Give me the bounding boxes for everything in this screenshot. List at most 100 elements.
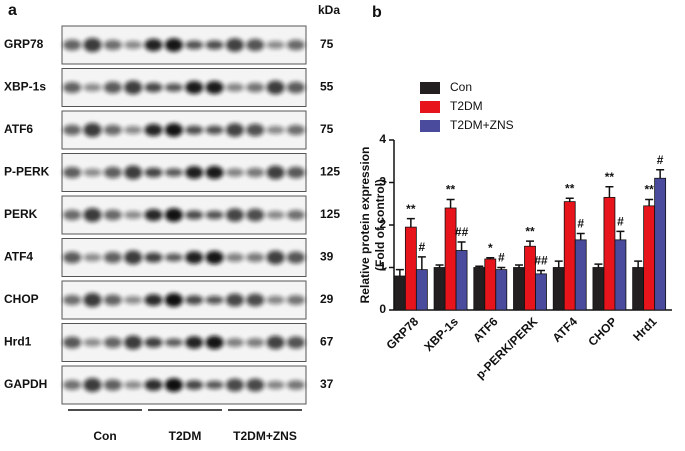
band: [144, 379, 163, 391]
band: [205, 40, 224, 50]
band: [124, 335, 143, 350]
band: [286, 251, 305, 264]
band: [205, 165, 224, 180]
kda-label: 125: [320, 165, 340, 179]
band: [103, 337, 122, 348]
band: [83, 168, 102, 177]
band: [83, 338, 102, 347]
band: [83, 38, 102, 52]
band: [286, 166, 305, 179]
blot-frame: [61, 153, 307, 192]
band: [124, 380, 143, 390]
error-bar: [554, 260, 563, 268]
row-label: P-PERK: [4, 165, 50, 179]
band: [246, 82, 265, 93]
band: [83, 378, 102, 392]
band: [63, 379, 82, 391]
blot-frame: [61, 25, 307, 65]
significance-label: #: [498, 251, 505, 265]
band: [225, 83, 244, 92]
row-label: XBP-1s: [4, 80, 46, 94]
band: [205, 250, 224, 265]
x-tick-label: Hrd1: [630, 314, 659, 343]
x-tick-label: ATF6: [470, 314, 501, 345]
bar: [404, 226, 417, 311]
band: [225, 123, 244, 137]
band: [246, 293, 265, 307]
band: [63, 166, 82, 179]
band: [103, 124, 122, 136]
y-tick-label: 0: [379, 302, 386, 316]
band: [164, 378, 183, 392]
band: [185, 40, 204, 50]
bar: [455, 250, 468, 311]
band: [185, 80, 204, 95]
band: [185, 336, 204, 349]
error-bar: [515, 264, 523, 268]
band: [205, 81, 224, 94]
bar: [614, 239, 627, 311]
error-bar: [417, 256, 426, 270]
band: [266, 250, 285, 265]
bar: [513, 267, 525, 311]
x-tick-label: XBP-1s: [421, 314, 461, 354]
band: [286, 380, 305, 390]
blot-frame: [61, 238, 307, 277]
bar: [393, 275, 406, 311]
band: [103, 379, 122, 391]
band: [63, 209, 82, 221]
x-tick-label: ATF4: [550, 314, 581, 345]
bar: [592, 267, 605, 311]
band: [124, 125, 143, 135]
band: [286, 39, 305, 51]
band: [225, 338, 244, 347]
error-bar: [634, 260, 643, 268]
kda-label: 75: [320, 122, 334, 136]
error-bar: [576, 232, 585, 240]
band: [83, 293, 102, 307]
y-tick-label: 2: [379, 217, 386, 231]
band: [225, 253, 244, 262]
error-bar: [605, 186, 614, 198]
band: [266, 125, 285, 135]
x-tick-label: CHOP: [585, 314, 619, 348]
band: [124, 210, 143, 220]
band: [83, 253, 102, 262]
band: [286, 336, 305, 349]
bar: [484, 258, 497, 311]
blot-frame: [61, 68, 307, 107]
y-tick-label: 1: [379, 260, 386, 274]
error-bar: [457, 241, 466, 251]
band: [124, 250, 143, 265]
band: [246, 38, 265, 52]
band: [63, 294, 82, 306]
band: [185, 125, 204, 135]
panel-label: b: [372, 4, 382, 21]
bar: [603, 196, 616, 311]
row-label: GAPDH: [4, 377, 47, 391]
band: [144, 294, 163, 306]
band: [83, 123, 102, 137]
error-bar: [594, 263, 603, 268]
significance-label: **: [446, 183, 456, 197]
error-bar: [656, 169, 665, 179]
band: [63, 39, 82, 51]
y-tick-label: 3: [379, 175, 386, 189]
band: [185, 166, 204, 179]
y-axis-label: (Fold of control): [373, 179, 387, 271]
x-tick-label: GRP78: [383, 314, 421, 352]
band: [103, 166, 122, 179]
band: [103, 251, 122, 264]
band: [144, 38, 163, 52]
y-tick-label: 4: [379, 132, 386, 146]
bar: [643, 205, 656, 311]
band: [124, 295, 143, 305]
kda-label: 67: [320, 335, 334, 349]
band: [164, 123, 183, 137]
error-bar: [395, 268, 404, 276]
band: [266, 165, 285, 180]
band: [164, 208, 183, 222]
blot-frame: [61, 280, 307, 320]
error-bar: [526, 240, 534, 247]
band: [164, 83, 183, 92]
